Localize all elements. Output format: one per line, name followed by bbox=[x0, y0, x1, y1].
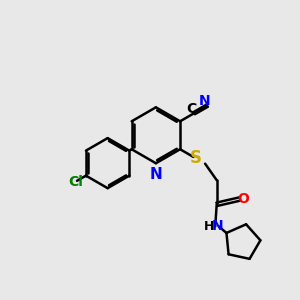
Text: C: C bbox=[186, 102, 197, 116]
Text: Cl: Cl bbox=[68, 175, 83, 188]
Text: O: O bbox=[237, 192, 249, 206]
Text: N: N bbox=[212, 219, 224, 233]
Text: N: N bbox=[150, 167, 163, 182]
Text: N: N bbox=[199, 94, 211, 108]
Text: S: S bbox=[189, 149, 201, 167]
Text: H: H bbox=[204, 220, 214, 233]
